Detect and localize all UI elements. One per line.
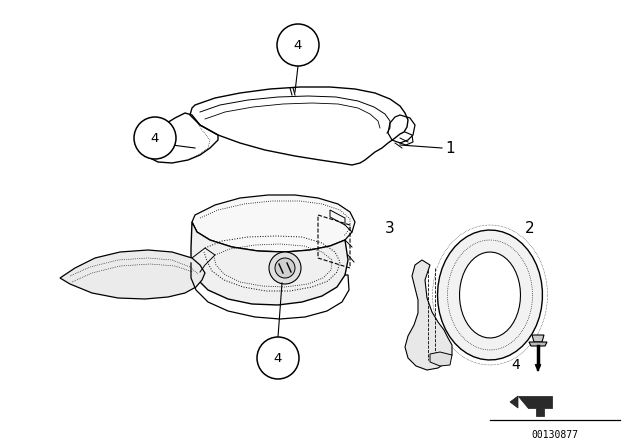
Text: 4: 4 [294,39,302,52]
Polygon shape [532,335,544,342]
Polygon shape [438,230,542,360]
Text: 1: 1 [445,141,454,155]
Circle shape [269,252,301,284]
Polygon shape [529,342,547,346]
Text: 3: 3 [385,220,395,236]
Polygon shape [460,252,520,338]
Text: 4: 4 [151,132,159,145]
Polygon shape [191,222,348,305]
Circle shape [257,337,299,379]
Text: 4: 4 [274,352,282,365]
Polygon shape [510,396,518,408]
Polygon shape [518,396,552,416]
Polygon shape [430,352,452,366]
Text: 2: 2 [525,220,535,236]
Text: 4: 4 [511,358,520,372]
Polygon shape [60,250,205,299]
Polygon shape [405,260,452,370]
Circle shape [277,24,319,66]
Circle shape [134,117,176,159]
Text: 00130877: 00130877 [531,430,579,440]
Polygon shape [192,195,355,252]
Circle shape [275,258,295,278]
